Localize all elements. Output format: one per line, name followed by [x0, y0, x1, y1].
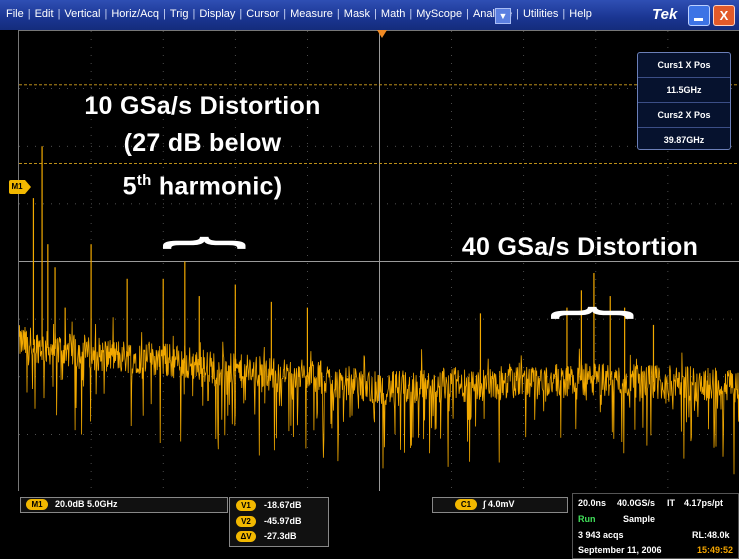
- menu-item-help[interactable]: Help: [566, 8, 595, 20]
- channel1-badge: C1: [455, 499, 477, 510]
- sample-rate-value: 40.0GS/s: [617, 498, 655, 508]
- annotation-10g-line1: 10 GSa/s Distortion: [40, 88, 365, 125]
- curs1-value: 11.5GHz: [638, 78, 730, 103]
- status-panel: M1 20.0dB 5.0GHz V1 -18.67dB V2 -45.97dB…: [0, 491, 739, 558]
- menu-item-vertical[interactable]: Vertical: [61, 8, 103, 20]
- harmonic-ordinal: th: [137, 172, 152, 189]
- menu-item-utilities[interactable]: Utilities: [520, 8, 561, 20]
- record-length: RL:48.0k: [692, 530, 730, 540]
- timebase-value: 20.0ns: [578, 498, 606, 508]
- annotation-40gsa-distortion: 40 GSa/s Distortion: [430, 233, 730, 262]
- close-button[interactable]: X: [713, 5, 735, 26]
- menu-item-mask[interactable]: Mask: [341, 8, 373, 20]
- trigger-position-marker[interactable]: [377, 30, 387, 38]
- trigger-readout[interactable]: C1 ∫ 4.0mV: [432, 497, 568, 513]
- cursor-readout-box[interactable]: Curs1 X Pos 11.5GHz Curs2 X Pos 39.87GHz: [637, 52, 731, 150]
- it-label: IT: [667, 498, 675, 508]
- annotation-10gsa-distortion: 10 GSa/s Distortion (27 dB below 5th har…: [40, 88, 365, 205]
- v1-badge: V1: [236, 500, 256, 511]
- acq-mode: Sample: [623, 514, 655, 524]
- delta-v-badge: ΔV: [236, 531, 256, 542]
- math-badge: M1: [26, 499, 48, 510]
- trigger-level-value: ∫ 4.0mV: [483, 499, 514, 509]
- brace-left-icon: {: [166, 193, 254, 293]
- v2-badge: V2: [236, 516, 256, 527]
- math-reference-marker[interactable]: M1: [9, 180, 25, 194]
- minimize-button[interactable]: [688, 5, 710, 26]
- v2-value: -45.97dB: [264, 516, 302, 526]
- delta-v-value: -27.3dB: [264, 531, 297, 541]
- menu-dropdown-icon[interactable]: ▼: [495, 8, 511, 24]
- acquisition-readout[interactable]: 20.0ns 40.0GS/s IT 4.17ps/pt Run Sample …: [572, 493, 739, 559]
- acq-count: 3 943 acqs: [578, 530, 624, 540]
- menu-item-edit[interactable]: Edit: [32, 8, 57, 20]
- curs1-label: Curs1 X Pos: [638, 53, 730, 78]
- menu-item-display[interactable]: Display: [196, 8, 238, 20]
- annotation-10g-line2: (27 dB below: [40, 125, 365, 162]
- menu-item-file[interactable]: File: [3, 8, 27, 20]
- menu-item-measure[interactable]: Measure: [287, 8, 336, 20]
- time-value: 15:49:52: [697, 545, 733, 555]
- tek-logo: Tek: [652, 6, 677, 23]
- harmonic-number: 5: [123, 172, 137, 200]
- menu-item-trig[interactable]: Trig: [167, 8, 192, 20]
- run-state: Run: [578, 514, 596, 524]
- menu-item-cursor[interactable]: Cursor: [243, 8, 282, 20]
- menu-bar: File | Edit | Vertical | Horiz/Acq | Trig | Displa…: [0, 0, 739, 30]
- it-value: 4.17ps/pt: [684, 498, 723, 508]
- curs2-label: Curs2 X Pos: [638, 103, 730, 128]
- math-scale-value: 20.0dB 5.0GHz: [55, 499, 118, 509]
- cursor-measurement-readout[interactable]: V1 -18.67dB V2 -45.97dB ΔV -27.3dB: [229, 497, 329, 547]
- menu-item-horiz-acq[interactable]: Horiz/Acq: [108, 8, 162, 20]
- date-value: September 11, 2006: [578, 545, 662, 555]
- math-scale-readout[interactable]: M1 20.0dB 5.0GHz: [20, 497, 228, 513]
- curs2-value: 39.87GHz: [638, 128, 730, 152]
- brace-right-icon: {: [554, 263, 642, 363]
- menu-item-math[interactable]: Math: [378, 8, 408, 20]
- menu-item-myscope[interactable]: MyScope: [413, 8, 465, 20]
- v1-value: -18.67dB: [264, 500, 302, 510]
